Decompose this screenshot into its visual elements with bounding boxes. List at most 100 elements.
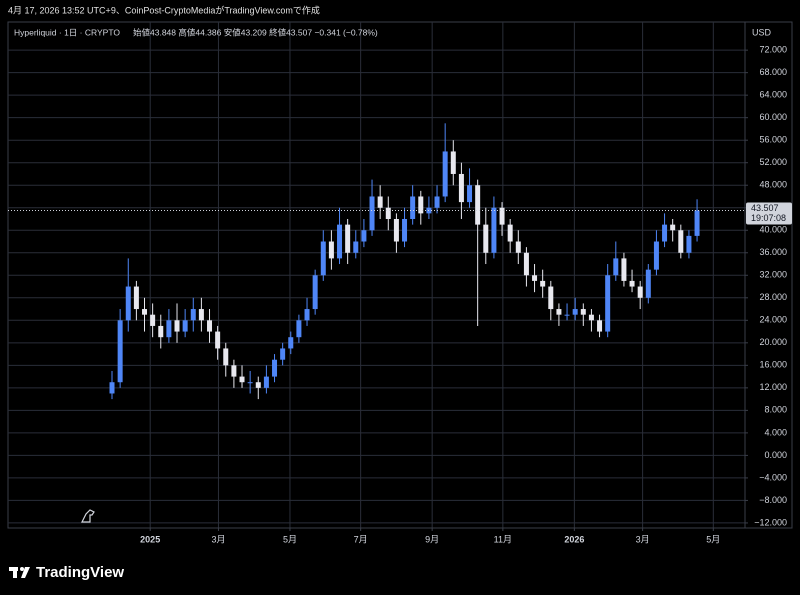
- x-tick-label: 2025: [140, 534, 160, 544]
- candle-body: [532, 275, 538, 281]
- candle-body: [150, 314, 156, 326]
- candle-body: [588, 314, 594, 321]
- logo-bar: [13, 567, 17, 578]
- x-tick-label: 7月: [354, 534, 368, 544]
- x-tick-label: 9月: [425, 534, 439, 544]
- candle-body: [272, 359, 278, 377]
- y-tick-label: −8.000: [759, 495, 787, 505]
- candle-body: [255, 382, 261, 388]
- y-tick-label: 4.000: [764, 427, 787, 437]
- x-tick-label: 3月: [636, 534, 650, 544]
- y-tick-label: −4.000: [759, 472, 787, 482]
- footer-brand: TradingView: [36, 564, 124, 581]
- candle-body: [377, 196, 383, 208]
- candle-body: [580, 309, 586, 315]
- candle-body: [182, 320, 188, 332]
- candle-body: [564, 314, 570, 316]
- candle-body: [353, 241, 359, 253]
- x-tick-label: 11月: [494, 534, 512, 544]
- candle-body: [572, 309, 578, 315]
- candle-body: [629, 280, 635, 287]
- logo-dot: [20, 567, 24, 571]
- x-tick-label: 5月: [283, 534, 297, 544]
- candle-body: [450, 151, 456, 174]
- header: 4月 17, 2026 13:52 UTC+9、CoinPost-CryptoM…: [8, 4, 320, 15]
- y-tick-label: 24.000: [759, 315, 787, 325]
- logo-slash: [21, 567, 30, 578]
- candle-body: [637, 286, 643, 298]
- candle-body: [345, 224, 351, 253]
- candle-body: [442, 151, 448, 197]
- candle-body: [499, 207, 505, 225]
- y-tick-label: 8.000: [764, 405, 787, 415]
- y-tick-label: 32.000: [759, 270, 787, 280]
- x-tick-label: 3月: [211, 534, 225, 544]
- candle-body: [483, 224, 489, 253]
- candle-body: [694, 210, 700, 236]
- candle-body: [605, 275, 611, 332]
- candle-body: [247, 382, 253, 384]
- candle-body: [458, 173, 464, 203]
- candle-body: [198, 309, 204, 321]
- candle-body: [645, 269, 651, 298]
- y-tick-label: 40.000: [759, 225, 787, 235]
- y-tick-label: 0.000: [764, 450, 787, 460]
- candle-body: [174, 320, 180, 332]
- candle-body: [304, 309, 310, 321]
- candle-body: [117, 320, 123, 383]
- x-tick-label: 2026: [564, 534, 584, 544]
- candle-body: [515, 241, 521, 253]
- y-tick-label: 20.000: [759, 337, 787, 347]
- candle-body: [678, 230, 684, 253]
- candle-body: [288, 337, 294, 349]
- y-tick-label: 52.000: [759, 157, 787, 167]
- last-price-box: [746, 202, 792, 225]
- tv-logo: [9, 567, 30, 578]
- candle-body: [158, 325, 164, 338]
- last-price-label: 43.507: [751, 203, 779, 213]
- candle-body: [312, 275, 318, 310]
- candle-body: [320, 241, 326, 276]
- candle-body: [613, 258, 619, 276]
- candle-body: [507, 224, 513, 242]
- y-tick-label: −12.000: [754, 517, 787, 527]
- candle-body: [328, 241, 334, 259]
- candle-body: [223, 348, 229, 366]
- y-tick-label: 56.000: [759, 135, 787, 145]
- y-tick-label: 28.000: [759, 292, 787, 302]
- y-tick-label: 16.000: [759, 360, 787, 370]
- candle-body: [385, 207, 391, 219]
- candle-body: [231, 365, 237, 377]
- candle-body: [280, 348, 286, 360]
- candle-body: [548, 286, 554, 310]
- candle-body: [263, 376, 269, 388]
- candle-body: [361, 230, 367, 242]
- y-tick-label: 64.000: [759, 90, 787, 100]
- candle-body: [540, 280, 546, 287]
- candle-body: [523, 252, 529, 276]
- candle-body: [662, 224, 668, 242]
- candle-body: [207, 320, 213, 332]
- candle-body: [491, 207, 497, 253]
- dino-icon: [81, 509, 95, 523]
- candle-body: [402, 218, 408, 242]
- y-tick-label: 48.000: [759, 180, 787, 190]
- candle-body: [418, 196, 424, 214]
- candle-body: [337, 224, 343, 259]
- candle-body: [670, 224, 676, 231]
- candle-body: [686, 235, 692, 253]
- x-tick-label: 5月: [706, 534, 720, 544]
- countdown-label: 19:07:08: [751, 213, 786, 223]
- candle-body: [125, 286, 131, 321]
- candle-body: [215, 331, 221, 349]
- candle-body: [653, 241, 659, 270]
- candle-body: [410, 196, 416, 219]
- candle-body: [142, 309, 148, 315]
- candle-body: [556, 309, 562, 315]
- y-tick-label: 60.000: [759, 112, 787, 122]
- candle-body: [296, 320, 302, 338]
- ohlc-legend: 始値43.848 高値44.386 安値43.209 終値43.507 −0.3…: [133, 27, 378, 37]
- candle-body: [369, 196, 375, 231]
- candle-body: [133, 286, 139, 310]
